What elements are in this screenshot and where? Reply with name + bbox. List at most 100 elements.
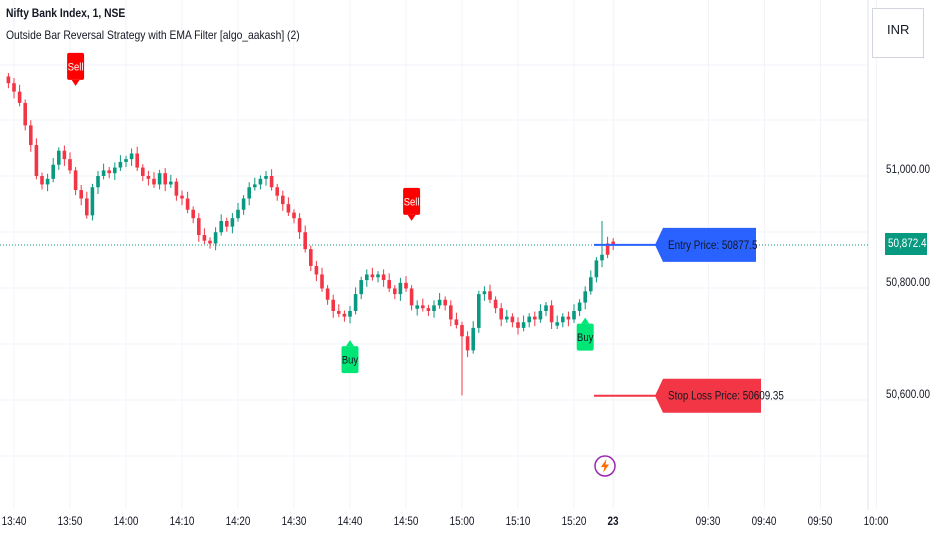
- candles-layer: [6, 73, 615, 396]
- level-label-box: [655, 378, 761, 413]
- candle: [325, 285, 330, 305]
- candle-body: [62, 150, 67, 160]
- candle: [303, 225, 307, 253]
- buy-signal-marker[interactable]: Buy: [576, 317, 594, 351]
- candle: [465, 331, 470, 358]
- level-label-box: [655, 227, 756, 262]
- candle-body: [499, 308, 503, 320]
- candle-body: [505, 316, 509, 320]
- candle-body: [527, 316, 531, 323]
- candle-body: [90, 187, 95, 216]
- time-tick-1000: 10:00: [864, 516, 889, 528]
- candle-body: [202, 235, 207, 241]
- time-tick-1450: 14:50: [393, 516, 419, 528]
- candle: [393, 285, 397, 300]
- candle: [264, 170, 268, 186]
- candle-body: [605, 243, 610, 255]
- candle: [421, 298, 425, 312]
- candle-body: [510, 316, 515, 323]
- candle-body: [404, 282, 408, 289]
- candle: [449, 300, 453, 327]
- candle: [309, 245, 313, 272]
- sell-signal-marker[interactable]: Sell: [403, 187, 421, 221]
- candle-body: [275, 187, 279, 196]
- candle: [337, 304, 341, 318]
- candle: [275, 183, 279, 201]
- entry-price-level[interactable]: Entry Price: 50877.5: [594, 227, 758, 262]
- candle: [314, 260, 319, 282]
- marker-box: [67, 52, 85, 80]
- candle: [370, 267, 375, 281]
- candle-body: [600, 254, 604, 261]
- candle-body: [594, 260, 599, 278]
- candle: [583, 286, 587, 310]
- candle-body: [85, 198, 89, 216]
- alert-flash-icon[interactable]: [594, 455, 616, 477]
- candle: [331, 294, 335, 318]
- candle: [253, 177, 257, 191]
- chart-title: Nifty Bank Index, 1, NSE: [6, 6, 126, 20]
- stop-loss-level[interactable]: Stop Loss Price: 50609.35: [594, 378, 784, 413]
- candle-body: [331, 299, 335, 311]
- candle: [225, 217, 229, 232]
- candle-body: [376, 274, 380, 278]
- candle-body: [208, 240, 212, 244]
- candle-body: [292, 212, 296, 219]
- buy-signal-marker[interactable]: Buy: [341, 340, 359, 374]
- marker-pointer: [71, 79, 80, 86]
- candle-body: [174, 181, 179, 196]
- time-tick-0950: 09:50: [808, 516, 833, 528]
- candle-body: [129, 153, 134, 160]
- candle-body: [6, 76, 11, 84]
- candle-body: [225, 221, 229, 227]
- candle-body: [493, 299, 498, 309]
- candle-body: [538, 311, 543, 320]
- candle: [85, 191, 89, 219]
- signal-markers-layer: Sell Buy Sell Buy: [67, 52, 594, 374]
- currency-button[interactable]: INR: [872, 8, 924, 58]
- candle: [566, 311, 571, 327]
- candle: [40, 172, 44, 190]
- candle: [544, 302, 548, 317]
- indicator-title[interactable]: Outside Bar Reversal Strategy with EMA F…: [6, 28, 300, 42]
- price-tick-50800: 50,800.00: [886, 277, 931, 289]
- candle-body: [17, 91, 22, 103]
- marker-label: Buy: [342, 355, 359, 367]
- time-tick-1340: 13:40: [1, 516, 27, 528]
- time-tick-23: 23: [607, 516, 619, 528]
- candle-body: [163, 173, 167, 185]
- candle-body: [191, 209, 195, 219]
- candle: [135, 146, 139, 171]
- candle-body: [488, 291, 492, 300]
- marker-label: Buy: [577, 332, 594, 344]
- candle-body: [521, 322, 526, 328]
- candle-body: [577, 302, 582, 311]
- candle-body: [432, 305, 436, 311]
- candle-body: [337, 311, 341, 314]
- time-tick-1510: 15:10: [505, 516, 531, 528]
- candle: [398, 277, 403, 301]
- sell-signal-marker[interactable]: Sell: [67, 52, 85, 86]
- candle: [51, 158, 55, 183]
- candle: [460, 321, 464, 396]
- candle: [79, 185, 83, 206]
- candle-body: [40, 176, 44, 185]
- candle: [510, 313, 515, 328]
- candle-body: [454, 319, 459, 326]
- candle: [101, 163, 106, 180]
- candle: [589, 270, 593, 295]
- candle-body: [555, 322, 559, 326]
- candle-body: [152, 178, 156, 185]
- candle: [208, 237, 212, 249]
- candle-body: [342, 313, 347, 317]
- candle: [213, 227, 218, 251]
- candle: [409, 285, 414, 311]
- time-tick-1500: 15:00: [449, 516, 475, 528]
- candle: [141, 164, 145, 182]
- candle-body: [264, 176, 268, 179]
- candle-body: [359, 280, 363, 295]
- candle: [549, 300, 554, 329]
- candle: [477, 290, 481, 333]
- candle: [113, 162, 117, 180]
